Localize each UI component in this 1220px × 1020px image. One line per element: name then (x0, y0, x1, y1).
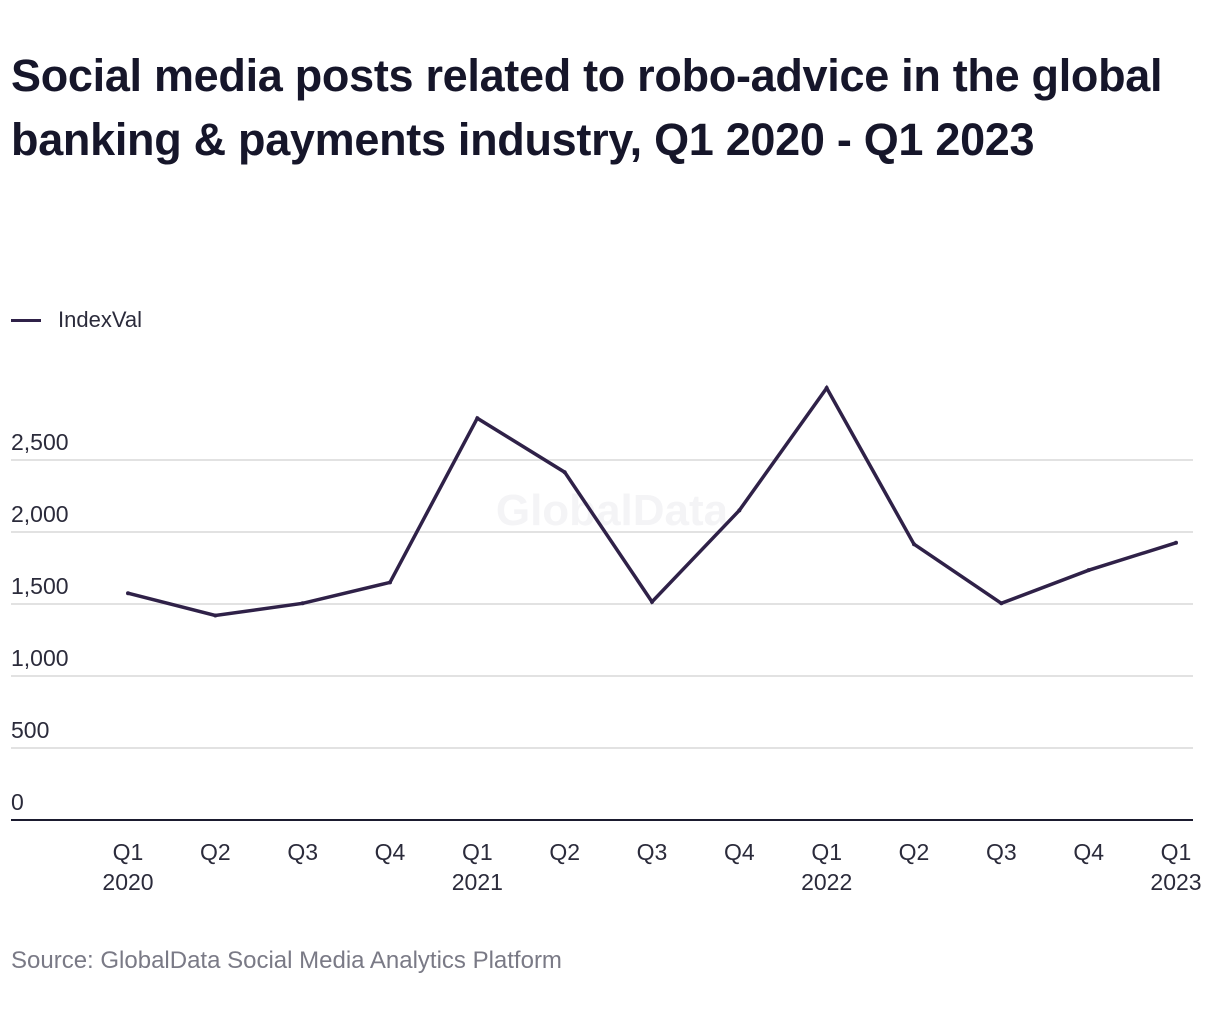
data-point (475, 416, 480, 421)
data-point (824, 386, 829, 390)
data-point (999, 601, 1004, 606)
watermark: GlobalData (496, 486, 729, 535)
x-tick-label: Q3 (287, 839, 318, 865)
data-point (912, 542, 916, 547)
x-tick-label: Q2 (549, 839, 580, 865)
x-tick-year-label: 2020 (102, 869, 153, 895)
legend-swatch (11, 318, 41, 322)
x-tick-year-label: 2021 (452, 869, 503, 895)
x-tick-label: Q2 (899, 839, 930, 865)
gridlines (11, 459, 1193, 821)
series-layer (126, 384, 1178, 618)
x-tick-label: Q3 (637, 839, 668, 865)
legend-label: IndexVal (58, 307, 142, 332)
data-point (562, 470, 567, 475)
data-point (737, 508, 742, 513)
x-tick-label: Q2 (200, 839, 231, 865)
y-tick-label-1500: 1,500 (11, 573, 69, 599)
data-point (126, 591, 130, 596)
x-tick-year-label: 2022 (801, 869, 852, 895)
x-tick-label: Q4 (375, 839, 406, 865)
data-point (213, 613, 218, 618)
x-tick-label: Q4 (724, 839, 755, 865)
x-tick-label: Q1 (113, 839, 144, 865)
y-axis-ticks: 0 500 1,000 1,500 2,000 2,500 (11, 429, 69, 815)
x-tick-year-label: 2023 (1150, 869, 1201, 895)
y-tick-label-0: 0 (11, 789, 24, 815)
legend: IndexVal (11, 307, 142, 333)
y-tick-label-2000: 2,000 (11, 501, 69, 527)
x-tick-label: Q3 (986, 839, 1017, 865)
x-tick-label: Q1 (811, 839, 842, 865)
data-point (1174, 540, 1178, 545)
y-tick-label-2500: 2,500 (11, 429, 69, 455)
data-point (1086, 568, 1091, 573)
x-axis-ticks: Q1 2020 Q2 Q3 Q4 Q1 2021 Q2 Q3 Q4 Q1 2022 Q2 Q3 Q4 Q1 20… (102, 839, 1201, 895)
data-point (650, 599, 654, 604)
data-point (388, 580, 392, 585)
x-tick-label: Q4 (1073, 839, 1104, 865)
source-note: Source: GlobalData Social Media Analytic… (11, 947, 562, 974)
y-tick-label-1000: 1,000 (11, 645, 69, 671)
x-tick-label: Q1 (1161, 839, 1192, 865)
chart-title: Social media posts related to robo-advic… (11, 50, 1163, 165)
y-tick-label-500: 500 (11, 717, 49, 743)
x-tick-label: Q1 (462, 839, 493, 865)
data-point (300, 601, 305, 606)
